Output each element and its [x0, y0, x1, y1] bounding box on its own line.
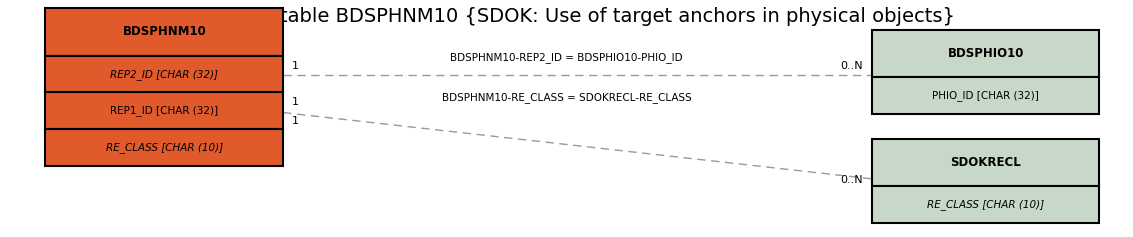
Text: SAP ABAP table BDSPHNM10 {SDOK: Use of target anchors in physical objects}: SAP ABAP table BDSPHNM10 {SDOK: Use of t… [178, 7, 955, 26]
Text: BDSPHNM10: BDSPHNM10 [122, 26, 206, 38]
Text: 0..N: 0..N [841, 61, 863, 71]
Bar [872, 139, 1099, 186]
Bar [45, 129, 283, 166]
Bar [45, 8, 283, 56]
Text: RE_CLASS [CHAR (10)]: RE_CLASS [CHAR (10)] [927, 199, 1045, 210]
Text: SDOKRECL: SDOKRECL [951, 156, 1021, 169]
Bar [872, 77, 1099, 114]
Text: BDSPHIO10: BDSPHIO10 [947, 47, 1024, 60]
Text: BDSPHNM10-REP2_ID = BDSPHIO10-PHIO_ID: BDSPHNM10-REP2_ID = BDSPHIO10-PHIO_ID [450, 52, 683, 63]
Text: 0..N: 0..N [841, 175, 863, 185]
Text: REP2_ID [CHAR (32)]: REP2_ID [CHAR (32)] [110, 68, 219, 80]
Text: 1: 1 [292, 61, 299, 71]
Bar [872, 186, 1099, 223]
Bar [45, 56, 283, 92]
Text: REP1_ID [CHAR (32)]: REP1_ID [CHAR (32)] [110, 105, 219, 116]
Text: RE_CLASS [CHAR (10)]: RE_CLASS [CHAR (10)] [105, 142, 223, 153]
Bar [872, 30, 1099, 77]
Text: PHIO_ID [CHAR (32)]: PHIO_ID [CHAR (32)] [932, 90, 1039, 101]
Bar [45, 92, 283, 129]
Text: 1: 1 [292, 97, 299, 107]
Text: 1: 1 [292, 116, 299, 126]
Text: BDSPHNM10-RE_CLASS = SDOKRECL-RE_CLASS: BDSPHNM10-RE_CLASS = SDOKRECL-RE_CLASS [442, 92, 691, 103]
